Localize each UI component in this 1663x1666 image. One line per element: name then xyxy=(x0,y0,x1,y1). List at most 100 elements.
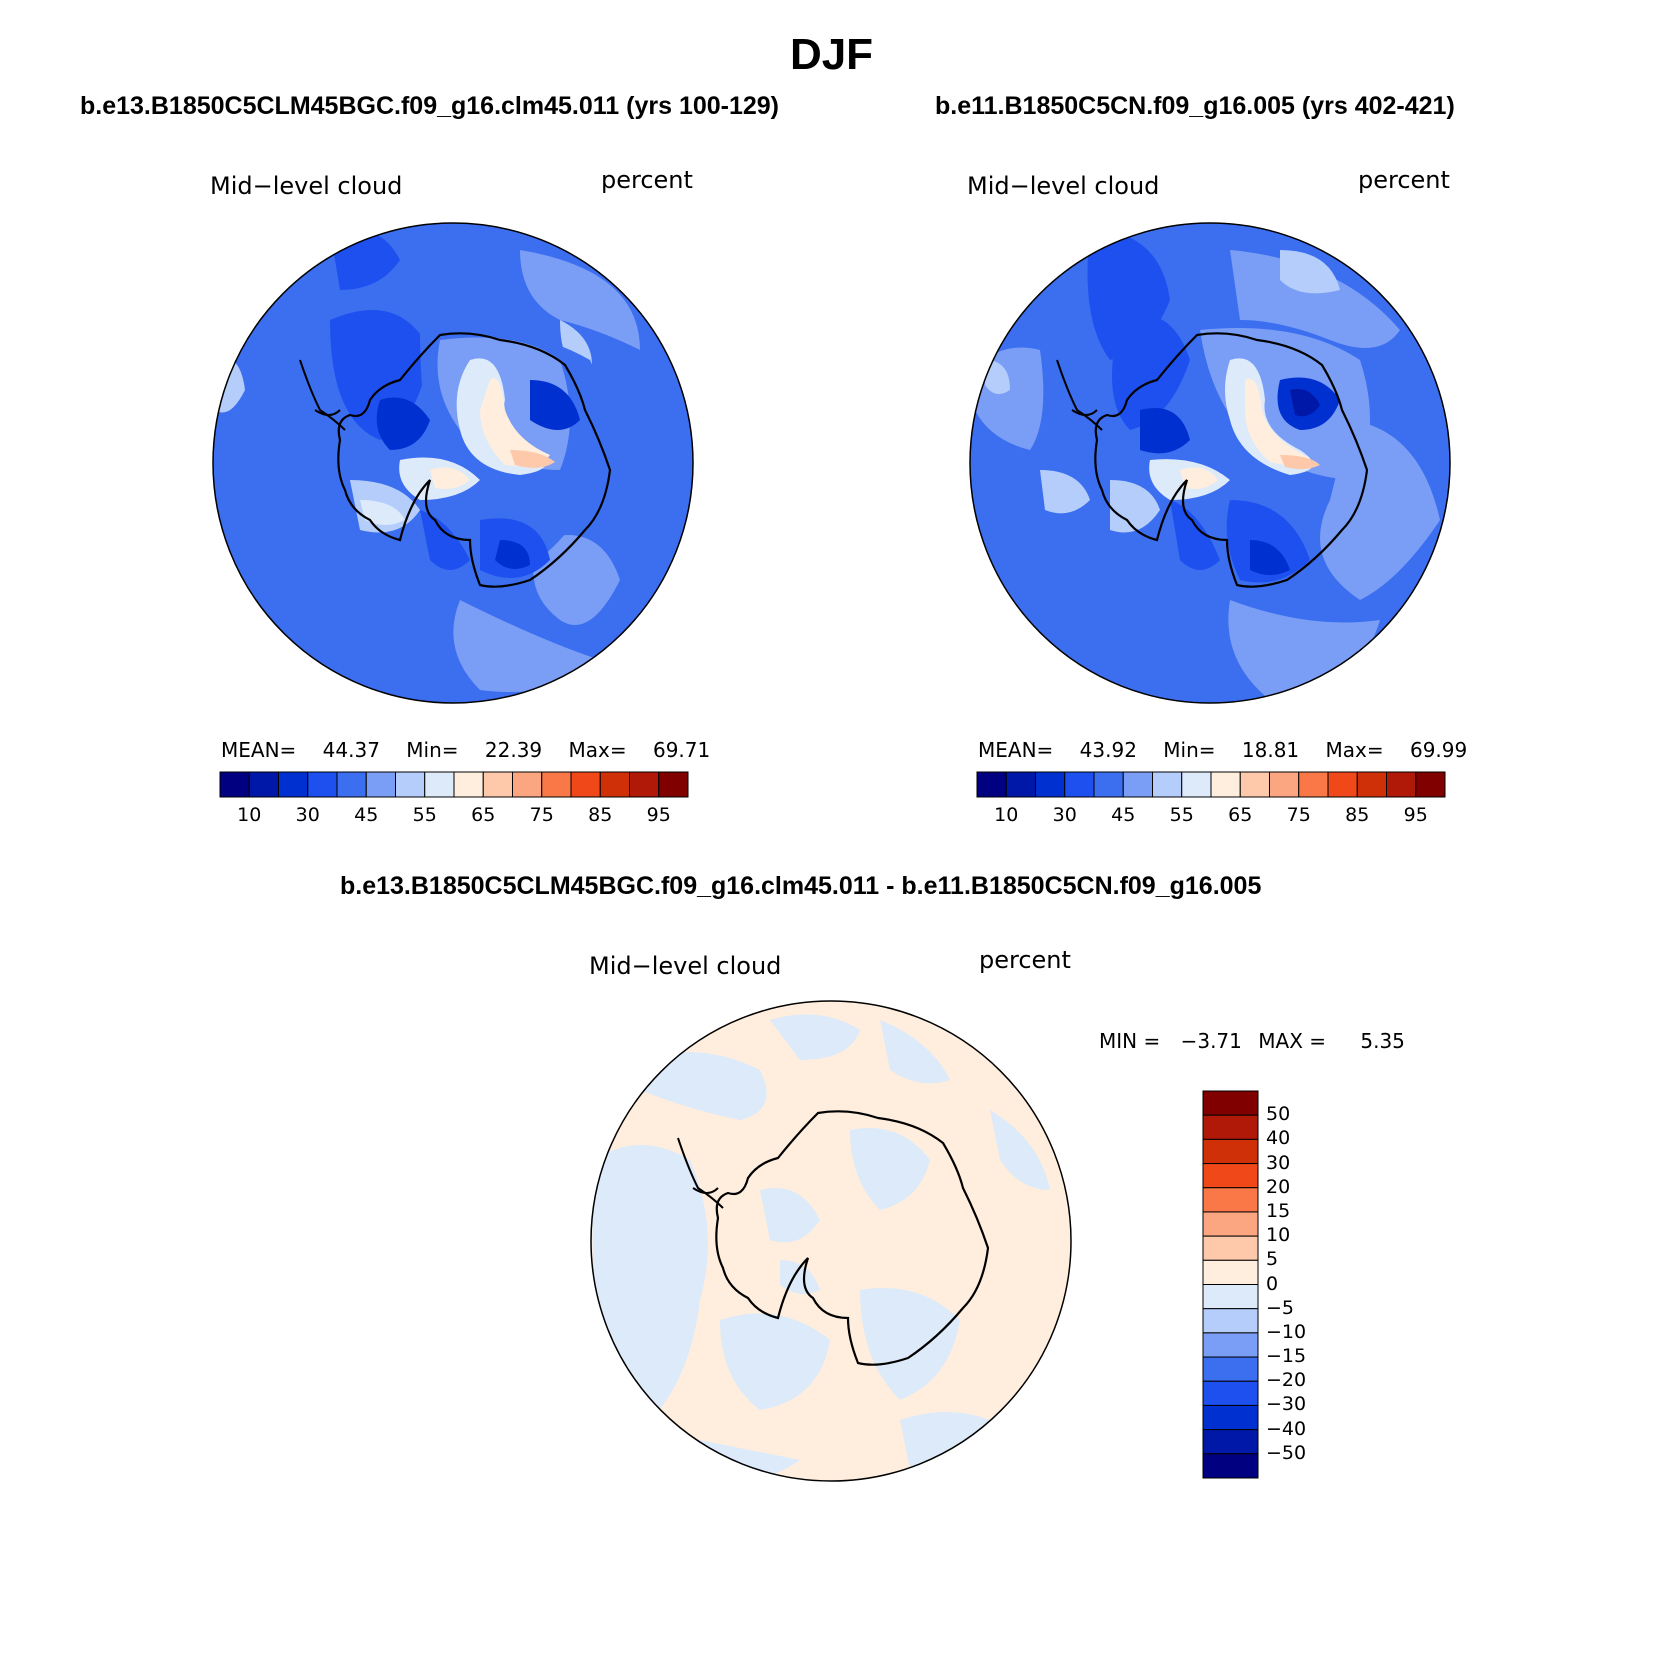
diff-colorbar-ticks: 50 40 30 20 15 10 5 0 −5 −10 −15 −20 −30 −40 −50 xyxy=(1266,1091,1346,1478)
panel-2-stats: MEAN= 43.92 Min= 18.81 Max= 69.99 xyxy=(978,738,1467,762)
panel-1-colorbar-cell xyxy=(599,771,630,798)
panel-2-colorbar-cell xyxy=(1035,771,1066,798)
panel-1-colorbar-tick-label: 75 xyxy=(529,804,554,826)
diff-colorbar-cell xyxy=(1202,1380,1259,1406)
diff-colorbar-cell xyxy=(1202,1308,1259,1334)
diff-colorbar-cell xyxy=(1202,1284,1259,1310)
panel-2-colorbar-cell xyxy=(1005,771,1036,798)
panel-2-colorbar-cell xyxy=(1415,771,1446,798)
diff-colorbar-tick-label: −20 xyxy=(1266,1369,1307,1392)
panel-2-colorbar-cell xyxy=(1269,771,1300,798)
panel-1-colorbar xyxy=(219,771,689,798)
diff-colorbar-tick-label: 10 xyxy=(1266,1224,1291,1247)
panel-2-colorbar-ticks: 10 30 45 55 65 75 85 95 xyxy=(977,804,1445,828)
panel-2-colorbar xyxy=(976,771,1446,798)
diff-colorbar-cell xyxy=(1202,1429,1259,1455)
diff-colorbar-cell xyxy=(1202,1163,1259,1189)
panel-2-colorbar-cell xyxy=(1327,771,1358,798)
diff-colorbar-tick-label: −10 xyxy=(1266,1320,1307,1343)
panel-1-colorbar-cell xyxy=(336,771,367,798)
panel-2-colorbar-tick-label: 85 xyxy=(1345,804,1370,826)
panel-1-mean-label: MEAN= xyxy=(221,738,297,762)
panel-2-colorbar-cell xyxy=(1210,771,1241,798)
panel-1-max-value: 69.71 xyxy=(652,738,711,762)
diff-colorbar-tick-label: 0 xyxy=(1266,1272,1279,1295)
panel-2-colorbar-cell xyxy=(1181,771,1212,798)
diff-colorbar-tick-label: 20 xyxy=(1266,1175,1291,1198)
panel-2-colorbar-cell xyxy=(1239,771,1270,798)
panel-1-colorbar-cell xyxy=(570,771,601,798)
diff-colorbar-tick-label: 5 xyxy=(1266,1248,1279,1271)
diff-colorbar-tick-label: −50 xyxy=(1266,1441,1307,1464)
panel-1-colorbar-tick-label: 65 xyxy=(471,804,496,826)
diff-colorbar-tick-label: −15 xyxy=(1266,1345,1307,1368)
panel-1-map xyxy=(213,223,693,703)
diff-colorbar-cell xyxy=(1202,1187,1259,1213)
diff-map xyxy=(591,1001,1071,1481)
panel-1-stats: MEAN= 44.37 Min= 22.39 Max= 69.71 xyxy=(221,738,710,762)
panel-1-colorbar-tick-label: 85 xyxy=(588,804,613,826)
panel-2-colorbar-cell xyxy=(1122,771,1153,798)
panel-2-colorbar-cell xyxy=(1093,771,1124,798)
panel-1-colorbar-cell xyxy=(453,771,484,798)
panel-2-colorbar-tick-label: 95 xyxy=(1403,804,1428,826)
panel-2-colorbar-cell xyxy=(1152,771,1183,798)
panel-1-variable-label: Mid−level cloud xyxy=(210,172,403,200)
diff-units-label: percent xyxy=(979,946,1071,974)
panel-1-colorbar-cell xyxy=(219,771,250,798)
panel-1-colorbar-cell xyxy=(248,771,279,798)
panel-1-colorbar-cell xyxy=(512,771,543,798)
panel-1-colorbar-tick-label: 45 xyxy=(354,804,379,826)
diff-colorbar-cell xyxy=(1202,1404,1259,1431)
panel-2-units-label: percent xyxy=(1358,166,1450,194)
diff-case-title: b.e13.B1850C5CLM45BGC.f09_g16.clm45.011 … xyxy=(340,872,1262,900)
page-title: DJF xyxy=(789,30,874,79)
panel-2-colorbar-tick-label: 75 xyxy=(1286,804,1311,826)
panel-2-min-label: Min= xyxy=(1163,738,1216,762)
diff-colorbar-cell xyxy=(1202,1114,1259,1140)
diff-colorbar-cell xyxy=(1202,1453,1259,1479)
diff-colorbar-cell xyxy=(1202,1235,1259,1261)
panel-2-colorbar-tick-label: 65 xyxy=(1228,804,1253,826)
panel-2-colorbar-cell xyxy=(1064,771,1095,798)
panel-1-colorbar-tick-label: 30 xyxy=(295,804,320,826)
panel-1-colorbar-tick-label: 55 xyxy=(412,804,437,826)
panel-2-colorbar-tick-label: 10 xyxy=(994,804,1019,826)
diff-colorbar-cell xyxy=(1202,1090,1259,1116)
panel-1-colorbar-cell xyxy=(424,771,455,798)
diff-colorbar-tick-label: −30 xyxy=(1266,1393,1307,1416)
panel-2-colorbar-tick-label: 30 xyxy=(1052,804,1077,826)
panel-2-colorbar-cell xyxy=(1356,771,1387,798)
panel-1-units-label: percent xyxy=(601,166,693,194)
panel-1-mean-value: 44.37 xyxy=(322,738,380,762)
panel-1-colorbar-cell xyxy=(365,771,396,798)
panel-1-colorbar-tick-label: 10 xyxy=(237,804,262,826)
panel-2-max-value: 69.99 xyxy=(1409,738,1468,762)
panel-2-variable-label: Mid−level cloud xyxy=(967,172,1160,200)
panel-2-case-title: b.e11.B1850C5CN.f09_g16.005 (yrs 402-421… xyxy=(935,92,1455,120)
diff-colorbar-tick-label: 50 xyxy=(1266,1103,1291,1126)
panel-2-colorbar-tick-label: 45 xyxy=(1111,804,1136,826)
diff-colorbar-tick-label: 30 xyxy=(1266,1151,1291,1174)
panel-2-colorbar-cell xyxy=(1386,771,1417,798)
panel-2-max-label: Max= xyxy=(1325,738,1384,762)
panel-2-colorbar-cell xyxy=(976,771,1007,798)
diff-max-label: MAX = xyxy=(1258,1029,1327,1053)
panel-1-colorbar-cell xyxy=(278,771,309,798)
diff-variable-label: Mid−level cloud xyxy=(589,952,782,980)
panel-2-mean-label: MEAN= xyxy=(978,738,1054,762)
panel-2-colorbar-tick-label: 55 xyxy=(1169,804,1194,826)
panel-1-colorbar-cell xyxy=(658,771,689,798)
panel-1-colorbar-cell xyxy=(541,771,572,798)
panel-2-min-value: 18.81 xyxy=(1241,738,1300,762)
diff-colorbar-cell xyxy=(1202,1138,1259,1165)
panel-1-case-title: b.e13.B1850C5CLM45BGC.f09_g16.clm45.011 … xyxy=(80,92,780,120)
panel-1-colorbar-ticks: 10 30 45 55 65 75 85 95 xyxy=(220,804,688,828)
panel-1-colorbar-cell xyxy=(482,771,513,798)
panel-1-min-label: Min= xyxy=(406,738,459,762)
diff-colorbar-tick-label: 15 xyxy=(1266,1199,1291,1222)
panel-1-colorbar-cell xyxy=(395,771,426,798)
diff-colorbar-cell xyxy=(1202,1259,1259,1285)
panel-1-colorbar-cell xyxy=(629,771,660,798)
panel-2-map xyxy=(970,223,1450,703)
